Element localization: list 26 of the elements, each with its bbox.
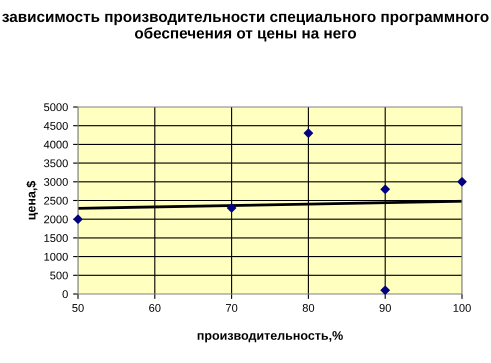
x-axis-title: производительность,% [198,331,343,342]
x-tick-label: 80 [302,304,314,312]
y-tick-label: 3500 [44,159,68,168]
y-tick-label: 2000 [44,215,68,224]
y-axis-title: цена,$ [26,180,38,220]
chart-title: зависимость производительности специального программного обеспечения от цены на него [2,14,489,42]
y-tick-label: 4500 [44,122,68,130]
x-tick-label: 50 [72,304,84,312]
y-tick-label: 5000 [44,103,68,112]
y-tick-label: 1500 [44,234,68,242]
point [226,203,236,213]
point [380,286,390,295]
x-tick-label: 60 [149,304,161,312]
x-tick-label: 90 [380,304,391,312]
point [457,177,467,186]
point [73,214,83,224]
y-tick-label: 2500 [44,196,68,205]
y-tick-label: 500 [50,272,68,280]
y-tick-label: 1000 [44,252,68,261]
y-tick-label: 3000 [44,178,68,186]
y-tick-label: 0 [62,290,68,298]
point [380,184,390,194]
x-tick-label: 100 [454,304,471,312]
point [304,128,314,138]
y-tick-label: 4000 [44,140,68,149]
x-tick-label: 70 [226,304,238,312]
